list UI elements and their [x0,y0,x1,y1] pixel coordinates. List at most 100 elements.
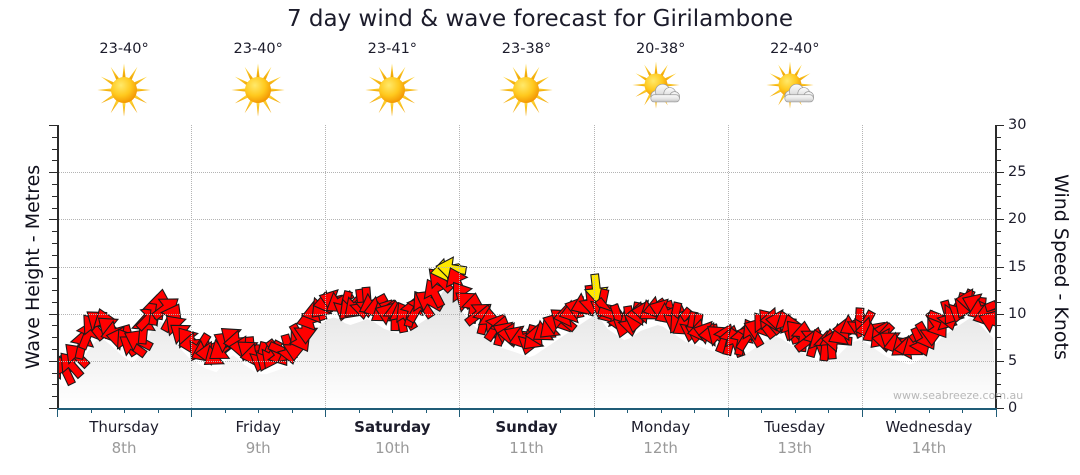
bottom-axis-tick [291,408,293,413]
left-axis-minor-tick [52,349,57,351]
bottom-axis-tick [392,408,394,413]
left-axis-title: Wave Height - Metres [22,164,44,370]
day-date: 12th [643,439,678,457]
bottom-axis-tick [425,408,427,413]
right-axis-minor-tick [996,384,1001,386]
right-axis-minor-tick [996,349,1001,351]
horizontal-gridline [57,360,996,362]
left-axis-title-wrap: Wave Height - Metres [0,125,44,409]
day-temperature-range: 23-41° [367,41,418,57]
right-axis-tick [996,125,1004,126]
day-date: 8th [111,439,137,457]
right-axis-minor-tick [996,290,1001,292]
horizontal-gridline [57,219,996,221]
day-label-cell: Saturday 10th [325,416,459,471]
day-label-cell: Monday 12th [594,416,728,471]
left-axis-minor-tick [52,278,57,280]
bottom-axis-tick [57,408,58,417]
bottom-axis-tick [694,408,696,413]
day-forecast-cell: 23-41° [325,40,459,125]
day-divider-gridline [593,125,595,408]
chart-plot-area [57,125,996,408]
day-forecast-cell: 22-40° [728,40,862,125]
page-title: 7 day wind & wave forecast for Girilambo… [286,6,794,32]
day-names-footer: Thursday 8th Friday 9th Saturday 10th Sunday 11… [57,416,996,471]
left-axis-tick [49,125,57,126]
right-axis-minor-tick [996,301,1001,303]
right-axis-minor-tick [996,160,1001,162]
right-axis-tick-label: 30 [1008,117,1027,133]
left-axis-tick [49,266,57,268]
right-axis-tick [996,266,1004,268]
right-axis-tick [996,219,1004,221]
bottom-axis-tick [627,408,629,413]
left-axis-tick [49,172,57,174]
left-axis-line [57,125,59,409]
day-divider-gridline [191,125,193,408]
right-axis-title: Wind Speed - Knots [1050,174,1072,360]
day-forecast-cell: 23-38° [459,40,593,125]
day-label-cell: Tuesday 13th [728,416,862,471]
right-axis-tick-label: 10 [1008,305,1027,322]
day-label-cell: Wednesday 14th [862,416,996,471]
right-axis-title-wrap: Wind Speed - Knots [1046,125,1076,409]
bottom-axis-tick [191,408,193,417]
left-axis-minor-tick [52,136,57,138]
horizontal-gridline [57,313,996,315]
bottom-axis-tick [157,408,159,413]
sun-cloud-icon [630,61,692,118]
left-axis-tick [49,313,57,315]
left-axis-minor-tick [52,325,57,327]
day-name: Tuesday [764,418,826,436]
day-temperature-range: 23-40° [233,41,283,57]
left-axis-tick [49,408,57,409]
right-axis-tick [996,408,1004,409]
bottom-axis-tick [996,408,997,417]
left-axis-minor-tick [52,183,57,185]
right-axis-tick-label: 20 [1008,211,1027,228]
left-axis-minor-tick [52,207,57,209]
bottom-axis-tick [861,408,863,417]
day-date: 10th [375,439,410,457]
day-name: Sunday [495,418,558,436]
bottom-axis-tick [761,408,763,413]
day-divider-gridline [861,125,863,408]
bottom-axis-tick [124,408,126,413]
right-axis-minor-tick [996,183,1001,185]
left-axis-minor-tick [52,372,57,374]
bottom-axis-tick [794,408,796,413]
day-forecast-cell: 23-40° [57,40,191,125]
horizontal-gridline [57,172,996,174]
right-axis-tick [996,172,1004,174]
right-axis-minor-tick [996,136,1001,138]
left-axis-minor-tick [52,242,57,244]
right-axis-tick-label: 0 [1008,400,1018,416]
bottom-axis-tick [526,408,528,413]
right-axis-minor-tick [996,396,1001,398]
left-axis-minor-tick [52,396,57,398]
right-axis-minor-tick [996,242,1001,244]
day-divider-gridline [727,125,729,408]
right-axis-minor-tick [996,207,1001,209]
horizontal-gridline [57,266,996,268]
right-axis-tick [996,313,1004,315]
left-axis-tick [49,360,57,362]
left-axis-minor-tick [52,195,57,197]
watermark: www.seabreeze.com.au [893,389,1024,402]
bottom-axis-tick [828,408,830,413]
day-date: 9th [245,439,271,457]
day-name: Friday [235,418,281,436]
left-axis-minor-tick [52,290,57,292]
bottom-axis-tick [928,408,930,413]
day-temperature-range: 22-40° [770,41,820,57]
bottom-axis-tick [224,408,226,413]
left-axis-tick [49,219,57,221]
day-forecast-cell: 20-38° [594,40,728,125]
bottom-axis-tick [962,408,964,413]
sun-icon [361,62,423,118]
bottom-axis-tick [459,408,461,417]
no-icon [898,62,960,118]
right-axis-tick-label: 5 [1008,352,1018,369]
right-axis-minor-tick [996,148,1001,150]
day-date: 13th [777,439,813,457]
